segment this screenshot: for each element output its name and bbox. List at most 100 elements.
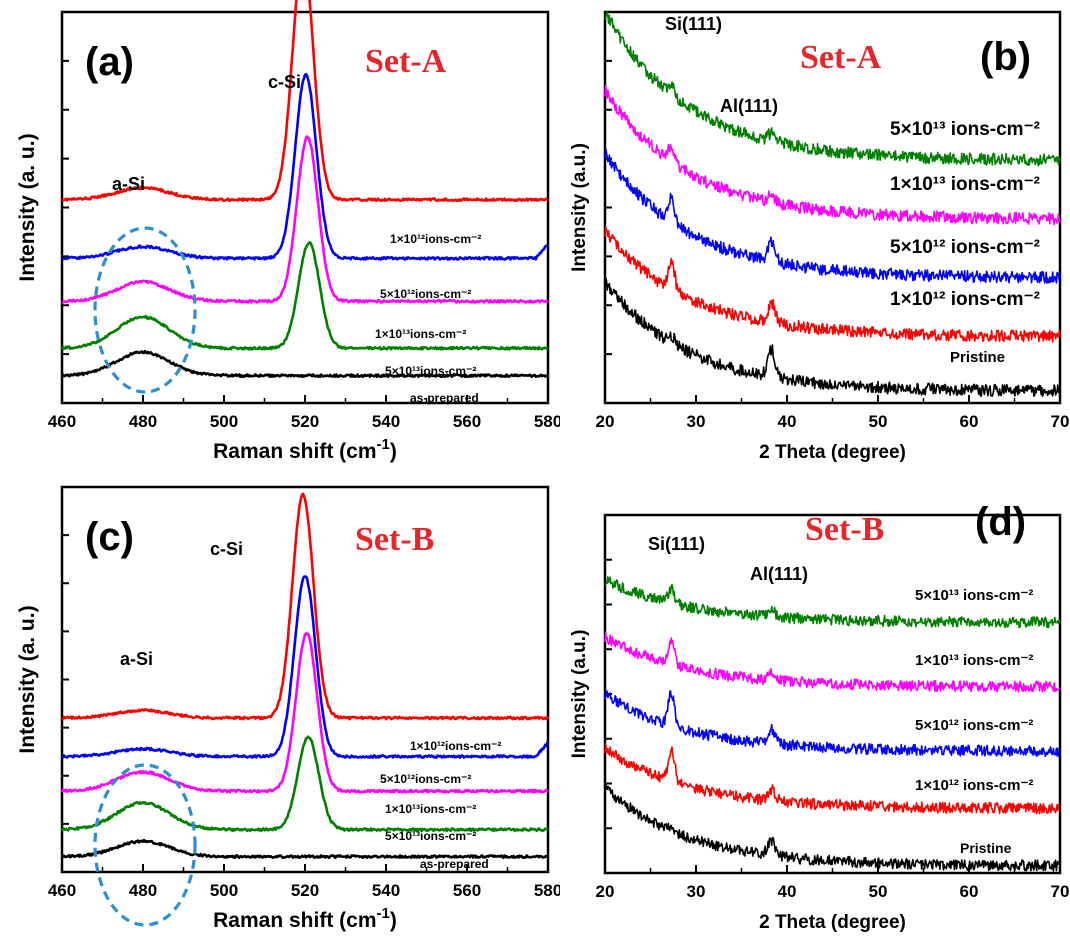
x-tick-label: 500 [210, 412, 238, 431]
x-tick-label: 50 [869, 882, 888, 901]
series-label-4: 5×10¹³ions-cm⁻² [385, 829, 476, 843]
series-label-2: 5×10¹²ions-cm⁻² [380, 772, 471, 786]
x-tick-label: 20 [596, 412, 615, 431]
series-label-3: 5×10¹² ions-cm⁻² [915, 717, 1033, 734]
x-tick-label: 40 [778, 412, 797, 431]
peak-label-c_si: c-Si [268, 72, 301, 92]
series-line-5 [604, 782, 1061, 872]
x-tick-label: 540 [372, 412, 400, 431]
series-line-2 [61, 72, 549, 261]
panel-letter: (d) [975, 500, 1026, 544]
peak-label-a_si: a-Si [120, 649, 153, 669]
series-label-3: 1×10¹³ions-cm⁻² [385, 802, 476, 816]
series-label-1: 1×10¹²ions-cm⁻² [390, 232, 481, 246]
panel-d: 20 30 40 50 60 70 2 Theta (degree) Intensity (a… [560, 475, 1070, 945]
series-line-5 [60, 349, 550, 379]
panel-letter: (b) [980, 35, 1031, 79]
series-label-1: 1×10¹²ions-cm⁻² [410, 739, 501, 753]
series-label-2: 1×10¹³ ions-cm⁻² [915, 652, 1033, 669]
series-label-4: 1×10¹² ions-cm⁻² [915, 777, 1033, 794]
set-label: Set-A [365, 43, 447, 80]
peak-label-a_si: a-Si [112, 174, 145, 194]
panel-a: 460 480 500 520 540 560 580 Raman shift (cm-1) I… [0, 0, 560, 470]
series-label-5: as-prepared [420, 857, 489, 871]
series-line-3 [604, 147, 1061, 284]
series-line-2 [604, 631, 1061, 693]
series-line-3 [61, 135, 549, 304]
series-line-4 [604, 742, 1061, 815]
x-tick-label: 520 [291, 412, 319, 431]
series-line-3 [60, 632, 549, 794]
x-axis-label: Raman shift (cm-1) [213, 905, 397, 932]
panel-c: 460 480 500 520 540 560 580 Raman shift (cm-1) I… [0, 475, 560, 945]
series-line-1 [604, 11, 1061, 167]
x-tick-label: 500 [210, 881, 238, 900]
peak-label-c_si: c-Si [210, 539, 243, 559]
series-label-5: as-prepared [410, 391, 479, 405]
series-label-2: 5×10¹²ions-cm⁻² [380, 287, 471, 301]
series-label-5: Pristine [960, 840, 1012, 856]
x-tick-label: 40 [778, 882, 797, 901]
x-tick-label: 20 [596, 882, 615, 901]
x-tick-label: 480 [129, 412, 157, 431]
x-tick-label: 580 [534, 412, 560, 431]
x-tick-label: 30 [687, 882, 706, 901]
x-tick-label: 540 [372, 881, 400, 900]
series-line-5 [604, 277, 1061, 397]
panel-b: 20 30 40 50 60 70 2 Theta (degree) Intensity (a… [560, 0, 1070, 470]
series-label-3: 5×10¹² ions-cm⁻² [890, 237, 1040, 258]
x-tick-label: 70 [1051, 882, 1070, 901]
series-label-4: 1×10¹² ions-cm⁻² [890, 289, 1040, 310]
y-axis-label: Intensity (a. u.) [16, 133, 39, 281]
series-line-2 [61, 575, 549, 759]
xrd-chart-set-b: 20 30 40 50 60 70 2 Theta (degree) Intensity (a… [569, 500, 1070, 933]
x-axis-label: 2 Theta (degree) [759, 442, 906, 463]
series-line-2 [604, 84, 1061, 226]
panel-letter: (a) [85, 40, 134, 84]
series-line-4 [604, 226, 1061, 343]
y-axis-label: Intensity (a. u.) [16, 605, 39, 753]
peak-label-al111: Al(111) [750, 564, 808, 584]
series-label-3: 1×10¹³ions-cm⁻² [375, 327, 466, 341]
set-label: Set-A [800, 39, 882, 76]
plot-frame [60, 10, 550, 405]
series-label-1: 5×10¹³ ions-cm⁻² [890, 119, 1040, 140]
set-label: Set-B [805, 511, 884, 548]
series-line-1 [61, 0, 549, 203]
series-line-1 [604, 576, 1061, 629]
a-si-highlight-ellipse [93, 763, 197, 927]
x-tick-label: 520 [291, 881, 319, 900]
x-tick-label: 60 [960, 412, 979, 431]
a-si-highlight-ellipse [93, 226, 197, 394]
x-tick-label: 480 [129, 881, 157, 900]
x-axis-label: 2 Theta (degree) [759, 912, 906, 933]
x-tick-label: 70 [1051, 412, 1070, 431]
y-axis-label: Intensity (a.u.) [569, 143, 590, 272]
x-tick-label: 60 [960, 882, 979, 901]
plot-frame [603, 513, 1062, 875]
x-axis-label: Raman shift (cm-1) [213, 436, 397, 463]
x-tick-label: 560 [453, 412, 481, 431]
series-line-1 [61, 492, 550, 721]
series-label-5: Pristine [950, 349, 1005, 366]
peak-label-si111: Si(111) [665, 14, 722, 34]
series-line-5 [60, 838, 549, 859]
raman-chart-set-b: 460 480 500 520 540 560 580 Raman shift (cm-1) I… [16, 485, 560, 932]
y-axis-label: Intensity (a.u.) [569, 630, 590, 759]
xrd-chart-set-a: 20 30 40 50 60 70 2 Theta (degree) Intensity (a… [569, 10, 1070, 463]
peak-label-si111: Si(111) [648, 534, 705, 554]
x-tick-label: 460 [48, 412, 76, 431]
panel-letter: (c) [85, 515, 134, 559]
x-tick-label: 30 [687, 412, 706, 431]
series-line-4 [60, 241, 549, 351]
series-line-4 [60, 735, 549, 833]
x-tick-label: 460 [48, 881, 76, 900]
x-tick-label: 580 [534, 881, 560, 900]
raman-chart-set-a: 460 480 500 520 540 560 580 Raman shift (cm-1) I… [16, 0, 560, 463]
series-label-2: 1×10¹³ ions-cm⁻² [890, 174, 1040, 195]
series-label-1: 5×10¹³ ions-cm⁻² [915, 587, 1033, 604]
x-tick-label: 50 [869, 412, 888, 431]
series-line-3 [604, 688, 1061, 758]
set-label: Set-B [355, 521, 434, 558]
x-tick-label: 560 [453, 881, 481, 900]
